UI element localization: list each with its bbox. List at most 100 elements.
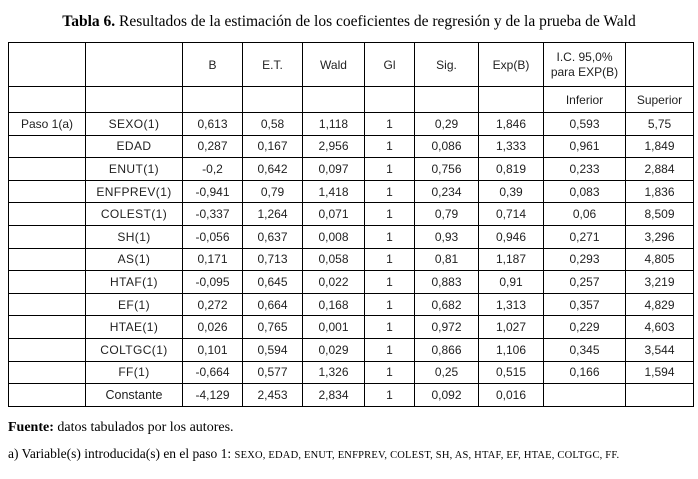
- step-label-cell: Paso 1(a): [8, 112, 86, 136]
- value-cell-b: 0,272: [182, 292, 243, 317]
- value-cell-expb: 0,714: [478, 202, 544, 226]
- value-cell-sig: 0,682: [414, 292, 479, 317]
- value-cell-expb: 1,333: [478, 134, 544, 159]
- value-cell-superior: 5,75: [625, 112, 694, 136]
- value-cell-sig: 0,092: [414, 383, 479, 407]
- value-cell-expb: 0,515: [478, 360, 544, 385]
- step-empty-cell: [8, 134, 86, 159]
- step-empty-cell: [8, 383, 86, 407]
- variable-name-cell: ENFPREV(1): [85, 179, 183, 204]
- table-row: Constante -4,129 2,453 2,834 1 0,092 0,016: [8, 383, 694, 407]
- value-cell-gl: 1: [364, 360, 415, 385]
- variable-name-cell: SEXO(1): [85, 112, 183, 136]
- variable-name-cell: COLTGC(1): [85, 337, 183, 362]
- table-row: COLTGC(1) 0,101 0,594 0,029 1 0,866 1,106 0,345…: [8, 337, 694, 362]
- table-row: EF(1) 0,272 0,664 0,168 1 0,682 1,313 0,357 4,82…: [8, 292, 694, 317]
- value-cell-sig: 0,866: [414, 337, 479, 362]
- value-cell-superior: 1,849: [625, 134, 694, 159]
- subheader-empty: [85, 86, 183, 113]
- footnote-variables: SEXO, EDAD, ENUT, ENFPREV, COLEST, SH, A…: [234, 449, 620, 461]
- header-superior: Superior: [625, 86, 694, 113]
- value-cell-wald: 0,168: [302, 292, 365, 317]
- value-cell-gl: 1: [364, 315, 415, 339]
- value-cell-sig: 0,29: [414, 112, 479, 136]
- value-cell-superior: 1,594: [625, 360, 694, 385]
- value-cell-et: 2,453: [242, 383, 303, 407]
- value-cell-inferior: 0,961: [543, 134, 626, 159]
- step-empty-cell: [8, 270, 86, 294]
- header-ic-line1: I.C. 95,0%: [556, 49, 613, 64]
- variable-name-cell: ENUT(1): [85, 157, 183, 181]
- table-row: FF(1) -0,664 0,577 1,326 1 0,25 0,515 0,166 1,59…: [8, 360, 694, 385]
- value-cell-sig: 0,79: [414, 202, 479, 226]
- value-cell-gl: 1: [364, 224, 415, 249]
- value-cell-superior: 2,884: [625, 157, 694, 181]
- value-cell-b: -0,941: [182, 179, 243, 204]
- header-sig: Sig.: [414, 42, 479, 87]
- variable-name-cell: Constante: [85, 383, 183, 407]
- value-cell-wald: 1,118: [302, 112, 365, 136]
- value-cell-b: 0,171: [182, 247, 243, 272]
- header-row-2: Inferior Superior: [8, 86, 694, 113]
- step-empty-cell: [8, 157, 86, 181]
- header-gl: Gl: [364, 42, 415, 87]
- header-ic: I.C. 95,0% para EXP(B): [543, 42, 626, 87]
- value-cell-superior: 1,836: [625, 179, 694, 204]
- value-cell-inferior: 0,593: [543, 112, 626, 136]
- value-cell-wald: 1,418: [302, 179, 365, 204]
- value-cell-expb: 1,187: [478, 247, 544, 272]
- table-row: ENUT(1) -0,2 0,642 0,097 1 0,756 0,819 0,233 2,8…: [8, 157, 694, 181]
- table-row: SH(1) -0,056 0,637 0,008 1 0,93 0,946 0,271 3,29…: [8, 224, 694, 249]
- subheader-empty: [478, 86, 544, 113]
- value-cell-expb: 0,39: [478, 179, 544, 204]
- value-cell-sig: 0,883: [414, 270, 479, 294]
- value-cell-inferior: 0,271: [543, 224, 626, 249]
- regression-table: B E.T. Wald Gl Sig. Exp(B) I.C. 95,0% par…: [8, 42, 694, 407]
- value-cell-b: -0,056: [182, 224, 243, 249]
- value-cell-gl: 1: [364, 247, 415, 272]
- value-cell-et: 0,79: [242, 179, 303, 204]
- subheader-empty: [414, 86, 479, 113]
- value-cell-superior: [625, 383, 694, 407]
- value-cell-et: 0,577: [242, 360, 303, 385]
- subheader-empty: [364, 86, 415, 113]
- subheader-empty: [8, 86, 86, 113]
- value-cell-gl: 1: [364, 134, 415, 159]
- value-cell-gl: 1: [364, 337, 415, 362]
- value-cell-superior: 3,544: [625, 337, 694, 362]
- value-cell-superior: 3,219: [625, 270, 694, 294]
- value-cell-expb: 0,819: [478, 157, 544, 181]
- table-row: Paso 1(a) SEXO(1) 0,613 0,58 1,118 1 0,29 1,846…: [8, 112, 694, 136]
- value-cell-inferior: 0,293: [543, 247, 626, 272]
- header-et: E.T.: [242, 42, 303, 87]
- value-cell-sig: 0,756: [414, 157, 479, 181]
- footnote-a: a) Variable(s) introducida(s) en el paso…: [8, 446, 698, 462]
- value-cell-expb: 0,946: [478, 224, 544, 249]
- variable-name-cell: COLEST(1): [85, 202, 183, 226]
- value-cell-b: 0,613: [182, 112, 243, 136]
- value-cell-inferior: 0,06: [543, 202, 626, 226]
- table-row: AS(1) 0,171 0,713 0,058 1 0,81 1,187 0,293 4,805: [8, 247, 694, 272]
- value-cell-expb: 1,846: [478, 112, 544, 136]
- variable-name-cell: SH(1): [85, 224, 183, 249]
- value-cell-inferior: 0,357: [543, 292, 626, 317]
- value-cell-b: -0,095: [182, 270, 243, 294]
- value-cell-wald: 1,326: [302, 360, 365, 385]
- table-row: ENFPREV(1) -0,941 0,79 1,418 1 0,234 0,39 0,083…: [8, 179, 694, 204]
- subheader-empty: [302, 86, 365, 113]
- step-empty-cell: [8, 360, 86, 385]
- value-cell-gl: 1: [364, 270, 415, 294]
- value-cell-expb: 1,313: [478, 292, 544, 317]
- value-cell-expb: 1,027: [478, 315, 544, 339]
- value-cell-expb: 1,106: [478, 337, 544, 362]
- value-cell-sig: 0,086: [414, 134, 479, 159]
- value-cell-et: 0,594: [242, 337, 303, 362]
- value-cell-wald: 0,071: [302, 202, 365, 226]
- table-row: HTAF(1) -0,095 0,645 0,022 1 0,883 0,91 0,257 3,…: [8, 270, 694, 294]
- value-cell-inferior: [543, 383, 626, 407]
- header-b: B: [182, 42, 243, 87]
- header-expb: Exp(B): [478, 42, 544, 87]
- table-title: Tabla 6. Resultados de la estimación de …: [0, 0, 698, 31]
- value-cell-expb: 0,91: [478, 270, 544, 294]
